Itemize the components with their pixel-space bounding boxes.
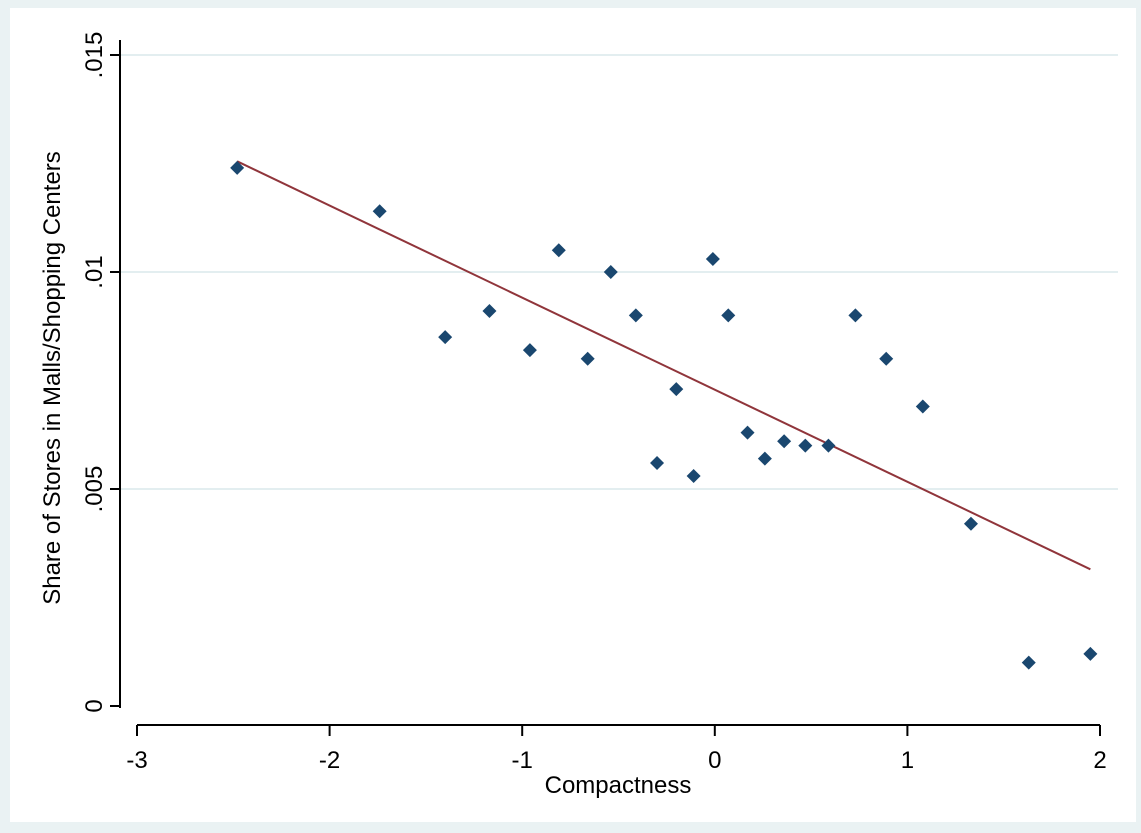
fitted-line-series xyxy=(236,160,1091,571)
x-tick-label: 2 xyxy=(1093,747,1106,774)
x-tick-label: 1 xyxy=(901,747,914,774)
scatter-point xyxy=(669,382,684,397)
scatter-point xyxy=(372,204,387,219)
scatter-point xyxy=(438,330,453,345)
tick-marks-and-labels: 0 .005 .01 .015 -3 -2 -1 0 1 2 xyxy=(81,32,1107,774)
y-tick-label: .015 xyxy=(81,32,108,79)
y-tick-label: .01 xyxy=(81,255,108,288)
scatter-point xyxy=(915,399,930,414)
scatter-point xyxy=(705,251,720,266)
scatter-point xyxy=(1083,646,1098,661)
scatter-point xyxy=(963,516,978,531)
x-tick-label: -2 xyxy=(319,747,340,774)
gridlines xyxy=(121,54,1118,490)
scatter-point xyxy=(721,308,736,323)
scatter-point xyxy=(522,343,537,358)
scatter-point xyxy=(628,308,643,323)
fitted-line xyxy=(236,160,1091,571)
x-axis-title: Compactness xyxy=(545,772,692,799)
scatter-point xyxy=(757,451,772,466)
axes xyxy=(119,40,1100,726)
scatter-point xyxy=(798,438,813,453)
y-tick-label: .005 xyxy=(81,466,108,513)
scatter-points-series xyxy=(230,160,1098,670)
y-tick-label: 0 xyxy=(81,699,108,712)
y-axis-title: Share of Stores in Malls/Shopping Center… xyxy=(39,151,66,605)
x-tick-label: -3 xyxy=(126,747,147,774)
scatter-point xyxy=(686,468,701,483)
scatter-point xyxy=(482,304,497,319)
scatter-point xyxy=(777,434,792,449)
x-tick-label: 0 xyxy=(708,747,721,774)
scatter-point xyxy=(1021,655,1036,670)
outer-frame xyxy=(10,8,1136,822)
scatter-point xyxy=(551,243,566,258)
scatter-point xyxy=(848,308,863,323)
scatter-point xyxy=(879,351,894,366)
scatter-point xyxy=(821,438,836,453)
scatter-point xyxy=(740,425,755,440)
scatter-point xyxy=(603,265,618,279)
scatter-point xyxy=(650,455,665,470)
scatter-point xyxy=(230,160,245,175)
scatter-point xyxy=(580,351,595,366)
x-tick-label: -1 xyxy=(512,747,533,774)
